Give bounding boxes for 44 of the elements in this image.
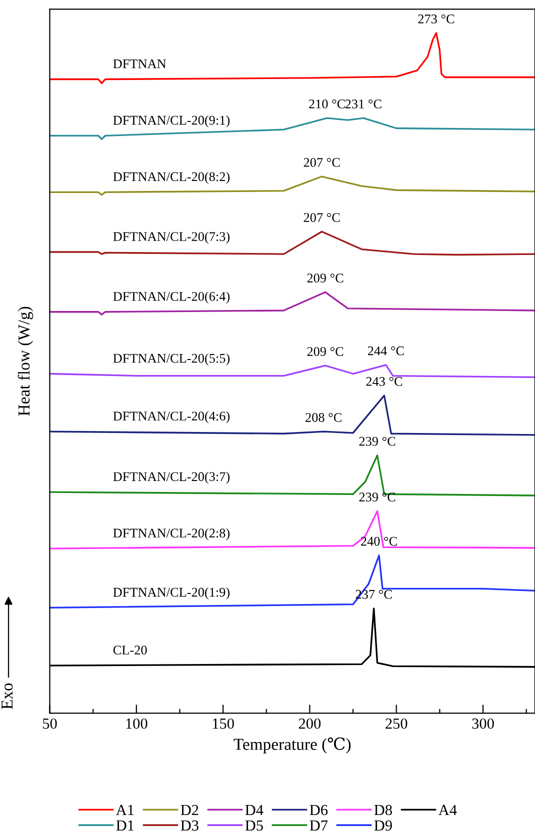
annotation: DFTNAN/CL-20(2:8) xyxy=(113,528,230,540)
x-axis-title: Temperature (℃) xyxy=(234,737,351,754)
annotation: 239 °C xyxy=(359,436,396,446)
annotation: 240 °C xyxy=(361,536,397,546)
annotation: 273 °C xyxy=(418,14,454,24)
x-tick-label: 250 xyxy=(386,718,408,729)
annotation: 231 °C xyxy=(345,100,382,108)
annotation: DFTNAN/CL-20(6:4) xyxy=(113,292,230,304)
annotation: 210 °C xyxy=(309,100,345,108)
annotation: DFTNAN/CL-20(5:5) xyxy=(113,353,230,366)
annotation: DFTNAN/CL-20(9:1) xyxy=(113,115,230,128)
annotation: 208 °C xyxy=(306,413,342,422)
y-axis-title: Heat flow (W/g) xyxy=(18,306,34,416)
x-tick-label: 150 xyxy=(212,718,234,729)
legend-label: D4 xyxy=(245,804,264,816)
annotation: 243 °C xyxy=(366,376,402,386)
legend-label: D8 xyxy=(374,804,392,816)
x-tick-label: 50 xyxy=(43,718,57,729)
annotation: 244 °C xyxy=(368,346,404,356)
x-tick-label: 200 xyxy=(298,718,321,729)
legend-label: D2 xyxy=(180,804,198,816)
annotation: 207 °C xyxy=(304,213,340,222)
x-tick-label: 300 xyxy=(472,718,494,729)
legend-label: D7 xyxy=(310,820,328,831)
legend-label: D1 xyxy=(116,820,134,831)
annotation: 239 °C xyxy=(359,492,396,502)
annotation: DFTNAN/CL-20(3:7) xyxy=(113,472,230,484)
annotation: DFTNAN xyxy=(113,59,166,68)
annotation: 207 °C xyxy=(304,158,340,167)
annotation: DFTNAN/CL-20(1:9) xyxy=(113,587,230,600)
legend-label: D9 xyxy=(374,820,392,831)
legend-label: D3 xyxy=(180,820,198,831)
text: Exo xyxy=(2,683,13,710)
annotation: DFTNAN/CL-20(4:6) xyxy=(113,411,230,424)
legend-label: A4 xyxy=(438,804,457,816)
legend-label: D6 xyxy=(310,804,328,816)
annotation: DFTNAN/CL-20(7:3) xyxy=(113,232,230,244)
x-tick-label: 100 xyxy=(126,718,148,729)
annotation: 209 °C xyxy=(307,347,344,356)
legend-label: A1 xyxy=(116,804,134,816)
annotation: 209 °C xyxy=(307,274,344,283)
legend-label: D5 xyxy=(245,820,263,831)
annotation: DFTNAN/CL-20(8:2) xyxy=(113,172,230,184)
annotation: CL-20 xyxy=(113,646,147,655)
